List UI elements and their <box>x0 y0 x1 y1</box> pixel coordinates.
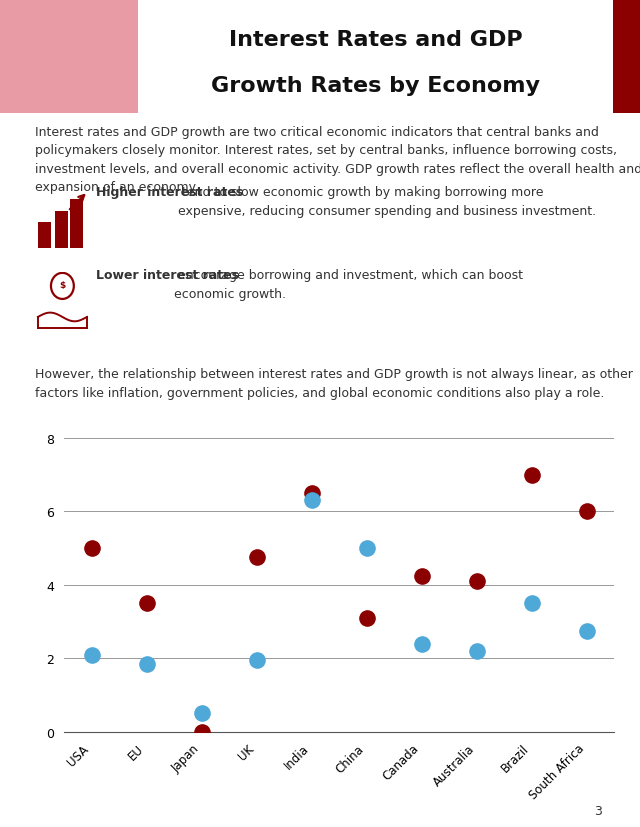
Interest Rate (%) <box>417 569 427 582</box>
Bar <box>0 0 138 114</box>
Text: Higher interest rates: Higher interest rates <box>96 186 243 199</box>
Interest Rate (%) <box>472 575 482 588</box>
GDP Growth Rate (%) <box>252 653 262 667</box>
GDP Growth Rate (%) <box>472 644 482 657</box>
Text: Growth Rates by Economy: Growth Rates by Economy <box>211 75 540 96</box>
Interest Rate (%) <box>196 725 207 739</box>
Text: Interest Rates and GDP: Interest Rates and GDP <box>228 30 522 50</box>
GDP Growth Rate (%) <box>196 707 207 720</box>
GDP Growth Rate (%) <box>582 624 592 638</box>
Text: However, the relationship between interest rates and GDP growth is not always li: However, the relationship between intere… <box>35 368 633 399</box>
GDP Growth Rate (%) <box>417 637 427 650</box>
Interest Rate (%) <box>582 505 592 519</box>
GDP Growth Rate (%) <box>86 648 97 662</box>
Text: encourage borrowing and investment, which can boost
economic growth.: encourage borrowing and investment, whic… <box>174 269 523 300</box>
Text: $: $ <box>60 281 65 289</box>
Text: Interest rates and GDP growth are two critical economic indicators that central : Interest rates and GDP growth are two cr… <box>35 126 640 194</box>
Interest Rate (%) <box>307 487 317 500</box>
Interest Rate (%) <box>527 468 537 481</box>
Interest Rate (%) <box>141 597 152 610</box>
Bar <box>613 0 640 114</box>
Interest Rate (%) <box>86 542 97 555</box>
Text: Lower interest rates: Lower interest rates <box>96 269 239 282</box>
Bar <box>70 199 83 249</box>
Bar <box>55 212 68 249</box>
Interest Rate (%) <box>252 551 262 564</box>
Text: 3: 3 <box>594 804 602 817</box>
Interest Rate (%) <box>362 611 372 624</box>
Text: tend to slow economic growth by making borrowing more
expensive, reducing consum: tend to slow economic growth by making b… <box>178 186 596 218</box>
Bar <box>38 223 51 249</box>
GDP Growth Rate (%) <box>527 597 537 610</box>
GDP Growth Rate (%) <box>141 657 152 671</box>
GDP Growth Rate (%) <box>362 542 372 555</box>
GDP Growth Rate (%) <box>307 494 317 507</box>
